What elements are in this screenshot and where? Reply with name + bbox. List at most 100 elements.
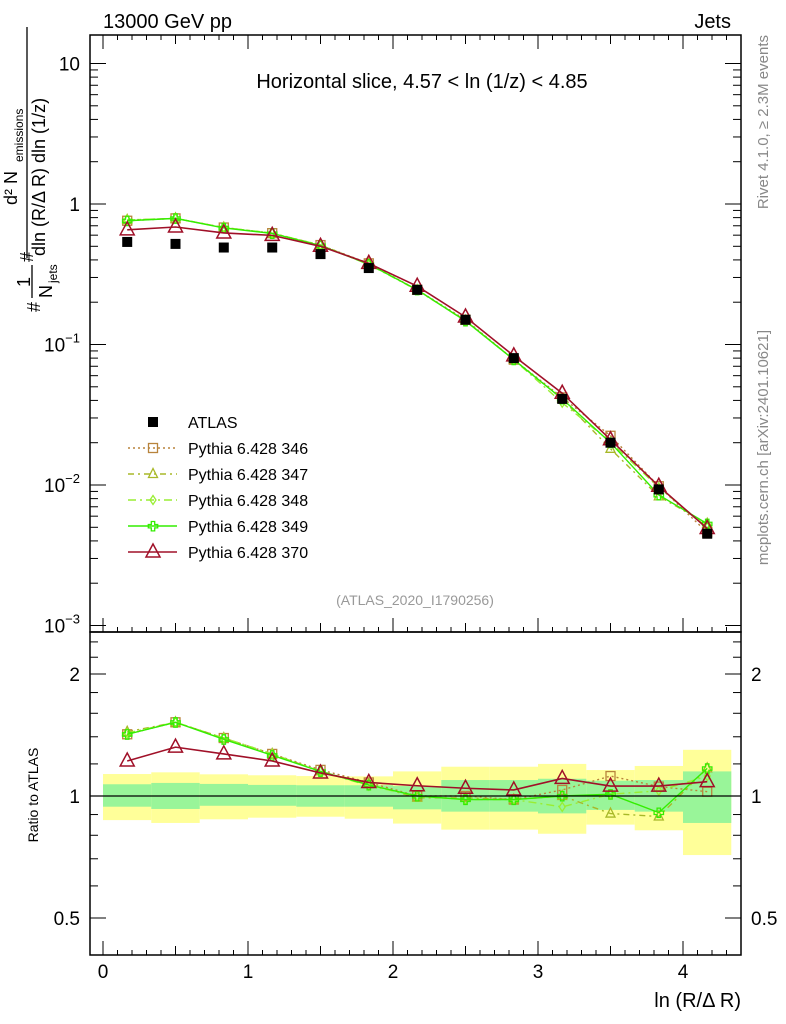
x-tick-label: 3 bbox=[533, 962, 544, 983]
main-point-atlas bbox=[170, 238, 181, 249]
ratio-line-pythia-6-428-347 bbox=[127, 721, 708, 818]
ratio-line-pythia-6-428-370 bbox=[126, 746, 708, 791]
rivet-label: Rivet 4.1.0, ≥ 2.3M events bbox=[755, 35, 772, 209]
main-frame bbox=[89, 34, 742, 633]
ratio-point-pythia-6-428-349 bbox=[556, 790, 568, 802]
main-point-atlas bbox=[363, 263, 374, 274]
ratio-point-pythia-6-428-370 bbox=[457, 778, 474, 795]
main-y-tick-label: 10−3 bbox=[44, 612, 80, 638]
ratio-point-pythia-6-428-370 bbox=[505, 780, 523, 796]
analysis-label: (ATLAS_2020_I1790256) bbox=[336, 592, 494, 608]
legend-label-pythia-6-428-349: Pythia 6.428 349 bbox=[188, 519, 308, 536]
ratio-y-tick-label-right: 1 bbox=[751, 787, 762, 808]
ratio-point-pythia-6-428-370 bbox=[118, 751, 136, 767]
ratio-point-pythia-6-428-370 bbox=[263, 751, 281, 767]
ratio-point-pythia-6-428-370 bbox=[553, 768, 571, 785]
main-point-atlas bbox=[653, 484, 664, 495]
ratio-y-tick-label-left: 0.5 bbox=[54, 909, 80, 930]
ratio-point-pythia-6-428-349 bbox=[508, 794, 520, 806]
ratio-y-tick-label-right: 0.5 bbox=[751, 909, 777, 930]
ratio-point-pythia-6-428-370 bbox=[408, 776, 426, 792]
stat-uncertainty-band-bin bbox=[199, 783, 248, 806]
main-point-atlas bbox=[702, 528, 713, 539]
ylabel-njets: N bbox=[36, 285, 56, 298]
legend-marker-pythia-6-428-347 bbox=[147, 467, 159, 479]
ratio-bands bbox=[103, 749, 732, 856]
ratio-point-pythia-6-428-370 bbox=[360, 772, 378, 789]
ratio-point-pythia-6-428-349 bbox=[266, 750, 278, 761]
main-ylabel: # 1 N jets # d² N emissions dln (R/Δ R) … bbox=[1, 27, 60, 312]
main-point-atlas bbox=[218, 242, 229, 253]
main-y-tick-label: 10−2 bbox=[44, 471, 80, 497]
ratio-point-pythia-6-428-349 bbox=[121, 729, 133, 740]
ylabel-one: 1 bbox=[14, 277, 34, 287]
legend-marker-pythia-6-428-349 bbox=[147, 520, 159, 532]
main-point-atlas bbox=[122, 236, 133, 247]
main-point-pythia-6-428-370 bbox=[167, 217, 184, 233]
ratio-point-pythia-6-428-349 bbox=[605, 789, 616, 800]
legend-marker-atlas bbox=[148, 417, 158, 427]
stat-uncertainty-band-bin bbox=[683, 771, 732, 823]
ratio-point-pythia-6-428-370 bbox=[312, 763, 329, 779]
ratio-point-pythia-6-428-349 bbox=[653, 807, 665, 819]
ratio-y-tick-label-left: 1 bbox=[69, 787, 80, 808]
main-y-tick-label: 10−1 bbox=[44, 331, 80, 357]
axes: 0 1 2 3 4 10 1 10−1 10−2 10−3 0.5 0.5 1 1 2 2 bbox=[44, 35, 777, 983]
main-point-atlas bbox=[315, 249, 326, 260]
mcplots-label: mcplots.cern.ch [arXiv:2401.10621] bbox=[755, 330, 772, 565]
energy-label: 13000 GeV pp bbox=[103, 11, 232, 33]
ratio-point-pythia-6-428-349 bbox=[170, 717, 181, 728]
legend-marker-pythia-6-428-348 bbox=[149, 494, 157, 506]
ratio-point-pythia-6-428-348 bbox=[655, 785, 663, 797]
legend-label-pythia-6-428-348: Pythia 6.428 348 bbox=[188, 493, 308, 510]
process-label: Jets bbox=[694, 11, 731, 33]
main-point-pythia-6-428-370 bbox=[263, 225, 281, 242]
main-point-atlas bbox=[508, 353, 519, 364]
x-axis-label: ln (R/Δ R) bbox=[654, 990, 741, 1012]
curves bbox=[118, 211, 716, 821]
stat-uncertainty-band-bin bbox=[248, 784, 297, 806]
ratio-point-pythia-6-428-349 bbox=[460, 794, 471, 806]
main-line-pythia-6-428-346 bbox=[127, 217, 708, 533]
main-point-pythia-6-428-370 bbox=[118, 220, 136, 236]
ratio-y-tick-label-right: 2 bbox=[751, 665, 762, 686]
main-point-atlas bbox=[412, 284, 423, 295]
ylabel-numerator: d² N bbox=[1, 171, 21, 205]
ylabel-hash1: # bbox=[24, 302, 44, 312]
legend-label-pythia-6-428-347: Pythia 6.428 347 bbox=[188, 467, 308, 484]
ratio-y-tick-label-left: 2 bbox=[69, 665, 80, 686]
ratio-point-pythia-6-428-346 bbox=[557, 784, 568, 796]
x-tick-label: 4 bbox=[678, 962, 689, 983]
ylabel-numerator-sub: emissions bbox=[12, 109, 26, 162]
main-point-pythia-6-428-370 bbox=[215, 223, 233, 239]
x-tick-label: 1 bbox=[243, 962, 254, 983]
main-y-tick-label: 1 bbox=[69, 195, 80, 216]
ratio-point-pythia-6-428-347 bbox=[604, 806, 617, 818]
ratio-point-pythia-6-428-348 bbox=[703, 770, 711, 782]
ratio-point-pythia-6-428-370 bbox=[650, 776, 668, 792]
x-tick-label: 2 bbox=[388, 962, 399, 983]
main-point-atlas bbox=[267, 242, 278, 253]
ratio-point-pythia-6-428-346 bbox=[605, 770, 616, 782]
ylabel-denominator: dln (R/Δ R) dln (1/z) bbox=[29, 98, 49, 256]
ratio-frame bbox=[89, 631, 742, 956]
ratio-point-pythia-6-428-370 bbox=[167, 737, 184, 753]
ratio-point-pythia-6-428-370 bbox=[698, 772, 716, 788]
legend-label-pythia-6-428-370: Pythia 6.428 370 bbox=[188, 545, 308, 562]
ratio-point-pythia-6-428-348 bbox=[558, 801, 566, 813]
main-point-atlas bbox=[557, 393, 568, 404]
ratio-ylabel: Ratio to ATLAS bbox=[25, 748, 41, 843]
x-tick-label: 0 bbox=[98, 962, 109, 983]
main-y-tick-label: 10 bbox=[59, 55, 80, 76]
legend-marker-pythia-6-428-370 bbox=[144, 542, 162, 558]
legend-label-atlas: ATLAS bbox=[188, 415, 238, 432]
legend: ATLAS Pythia 6.428 346 Pythia 6.428 347 Pyt… bbox=[128, 415, 308, 562]
ratio-point-pythia-6-428-349 bbox=[315, 766, 326, 777]
ratio-point-pythia-6-428-349 bbox=[218, 734, 230, 745]
ratio-point-pythia-6-428-349 bbox=[411, 790, 423, 802]
legend-label-pythia-6-428-346: Pythia 6.428 346 bbox=[188, 441, 308, 458]
main-point-atlas bbox=[460, 314, 471, 325]
ratio-point-pythia-6-428-370 bbox=[602, 776, 619, 792]
stat-uncertainty-band-bin bbox=[393, 786, 442, 810]
